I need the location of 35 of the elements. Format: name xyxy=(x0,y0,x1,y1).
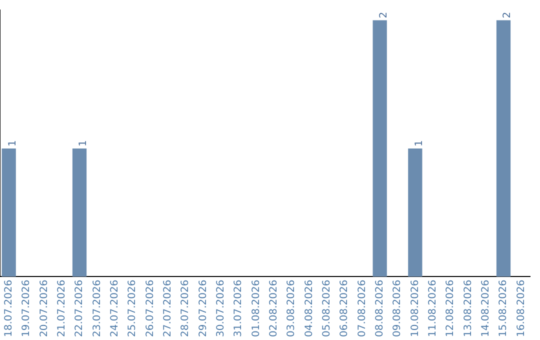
x-tick-label: 04.08.2026 xyxy=(304,280,315,338)
x-tick-label: 25.07.2026 xyxy=(127,280,138,338)
x-tick-label: 31.07.2026 xyxy=(233,280,244,338)
x-tick-label: 06.08.2026 xyxy=(339,280,350,338)
data-label: 1 xyxy=(78,140,90,146)
x-tick-label: 19.07.2026 xyxy=(21,280,32,338)
x-tick-label: 16.08.2026 xyxy=(516,280,527,338)
x-tick-label: 27.07.2026 xyxy=(162,280,174,338)
data-label: 1 xyxy=(7,140,18,146)
x-tick-label: 05.08.2026 xyxy=(321,280,332,338)
data-label: 2 xyxy=(378,12,390,18)
x-tick-label: 24.07.2026 xyxy=(109,280,120,338)
x-tick-label: 08.08.2026 xyxy=(374,280,386,338)
x-tick-label: 09.08.2026 xyxy=(392,280,404,338)
x-tick-label: 11.08.2026 xyxy=(427,280,438,338)
x-tick-label: 01.08.2026 xyxy=(250,280,262,338)
x-tick-label: 03.08.2026 xyxy=(286,280,298,338)
x-tick-label: 02.08.2026 xyxy=(268,280,280,338)
x-tick-label: 30.07.2026 xyxy=(215,280,226,338)
x-tick-label: 23.07.2026 xyxy=(92,280,103,338)
x-tick-label: 12.08.2026 xyxy=(445,280,456,338)
x-tick-label: 13.08.2026 xyxy=(462,280,474,338)
data-label: 1 xyxy=(414,140,425,146)
x-tick-label: 28.07.2026 xyxy=(180,280,192,338)
x-tick-label: 29.07.2026 xyxy=(198,280,209,338)
x-tick-label: 18.07.2026 xyxy=(3,280,14,338)
x-tick-label: 20.07.2026 xyxy=(38,280,50,338)
x-tick-label: 10.08.2026 xyxy=(410,280,421,338)
x-tick-label: 26.07.2026 xyxy=(144,280,156,338)
x-tick-label: 22.07.2026 xyxy=(74,280,86,338)
data-label: 2 xyxy=(502,12,514,18)
x-tick-label: 14.08.2026 xyxy=(480,280,492,338)
x-tick-label: 15.08.2026 xyxy=(498,280,510,338)
x-tick-label: 07.08.2026 xyxy=(356,280,368,338)
x-tick-label: 21.07.2026 xyxy=(56,280,68,338)
